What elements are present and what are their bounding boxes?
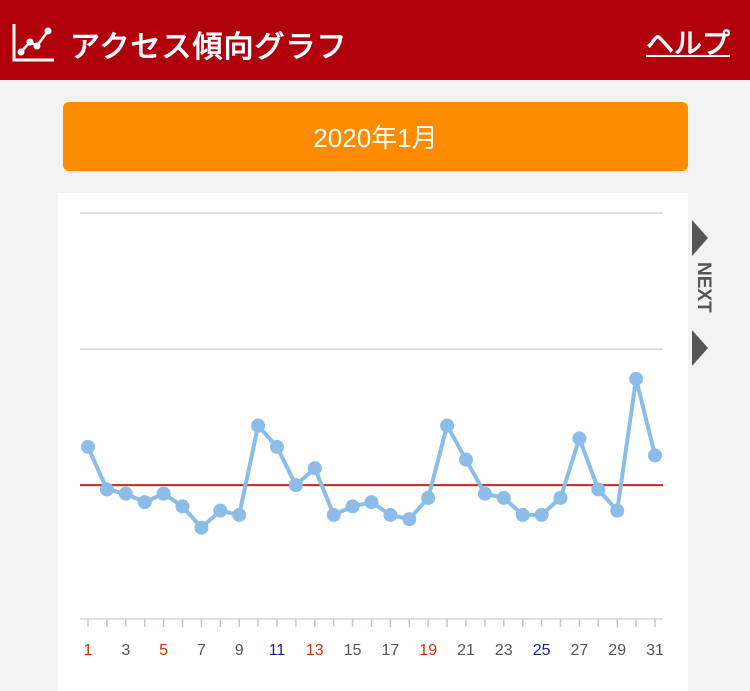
x-tick-label: 3 [121, 642, 130, 659]
x-tick-label: 19 [419, 642, 437, 659]
help-link[interactable]: ヘルプ [645, 27, 730, 60]
x-tick-label: 11 [269, 642, 286, 659]
next-label: NEXT [693, 262, 714, 313]
x-tick-label: 13 [306, 642, 324, 659]
x-tick-label: 29 [608, 642, 626, 659]
chart-card: 1 3 5 7 9 11 13 15 17 19 21 23 25 27 29 31 [58, 193, 688, 691]
access-trend-chart: 1 3 5 7 9 11 13 15 17 19 21 23 25 27 29 31 [80, 212, 664, 659]
data-point [345, 499, 360, 514]
data-point [383, 507, 398, 522]
data-point [459, 452, 473, 467]
data-point [232, 507, 247, 522]
data-point [156, 486, 171, 501]
app-header: アクセス傾向グラフ ヘルプ [0, 0, 750, 80]
data-point [629, 371, 644, 386]
x-tick-label: 31 [646, 642, 664, 659]
x-tick-label: 17 [382, 642, 400, 659]
data-point [194, 520, 209, 535]
x-tick-label: 27 [571, 642, 589, 659]
page-title: アクセス傾向グラフ [70, 30, 348, 65]
data-point [364, 495, 379, 510]
x-tick-label: 1 [84, 642, 93, 659]
data-point [118, 486, 133, 501]
data-point [534, 507, 549, 522]
data-point [81, 439, 95, 454]
data-point [270, 439, 284, 454]
x-tick-label: 15 [344, 642, 362, 659]
data-point [175, 499, 190, 514]
data-point [99, 482, 114, 497]
data-point [648, 448, 662, 463]
data-point [402, 512, 417, 527]
arrow-right-icon [692, 220, 708, 366]
x-tick-label: 7 [197, 642, 206, 659]
x-tick-label: 5 [159, 642, 168, 659]
month-selector[interactable]: 2020年1月 [63, 102, 688, 171]
month-label: 2020年1月 [313, 123, 438, 153]
next-button[interactable]: NEXT [690, 218, 714, 368]
data-point [251, 418, 266, 433]
data-point [515, 507, 530, 522]
data-point [213, 503, 228, 518]
data-point [496, 490, 511, 505]
x-tick-label: 25 [533, 642, 551, 659]
data-point [591, 482, 606, 497]
line-chart-icon [12, 24, 54, 62]
data-point [326, 507, 341, 522]
data-point [421, 490, 436, 505]
data-point [572, 431, 587, 446]
data-point [440, 418, 455, 433]
data-point [477, 486, 492, 501]
data-point [288, 478, 303, 493]
x-tick-label: 21 [457, 642, 475, 659]
data-point [307, 461, 322, 476]
data-point [553, 490, 568, 505]
data-point [137, 495, 152, 510]
data-point [610, 503, 625, 518]
x-tick-label: 9 [235, 642, 244, 659]
x-tick-label: 23 [495, 642, 513, 659]
